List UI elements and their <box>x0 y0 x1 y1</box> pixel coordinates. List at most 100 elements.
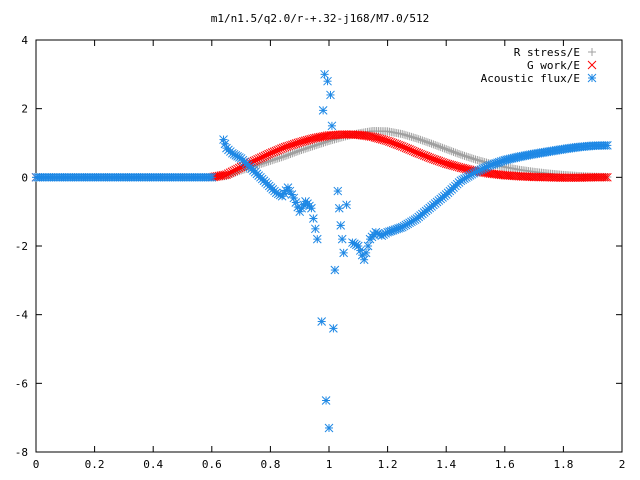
legend-marker <box>588 48 596 56</box>
data-point <box>281 152 290 161</box>
data-point <box>423 138 432 147</box>
data-point <box>454 162 464 172</box>
data-point <box>445 146 454 155</box>
series-3 <box>31 69 612 433</box>
data-point <box>307 203 316 213</box>
data-point <box>451 148 460 157</box>
x-tick-label: 1.6 <box>495 458 515 471</box>
data-point <box>473 155 482 164</box>
data-point <box>464 153 473 162</box>
data-point <box>264 157 273 166</box>
data-point <box>308 134 317 144</box>
data-point <box>602 141 612 150</box>
data-point <box>233 152 242 161</box>
data-point <box>279 152 288 161</box>
data-point <box>453 149 462 158</box>
data-point <box>321 396 331 405</box>
data-point <box>460 164 469 173</box>
data-point <box>416 135 425 144</box>
y-tick-label: 4 <box>21 34 28 47</box>
data-point <box>284 150 293 159</box>
data-point <box>336 221 346 230</box>
data-point <box>414 135 423 144</box>
legend-marker <box>587 60 597 70</box>
data-point <box>366 132 376 141</box>
data-point <box>400 130 409 139</box>
data-point <box>214 171 224 181</box>
y-tick-label: -8 <box>15 446 28 459</box>
data-point <box>330 265 340 275</box>
data-point <box>311 133 321 143</box>
data-point <box>431 141 440 150</box>
data-point <box>601 172 610 182</box>
data-point <box>317 132 327 142</box>
data-point <box>467 154 476 163</box>
data-point <box>458 163 468 173</box>
data-point <box>207 172 217 182</box>
data-point <box>353 241 363 251</box>
data-point <box>599 172 609 182</box>
data-point <box>288 149 297 158</box>
data-point <box>364 131 374 141</box>
data-point <box>295 146 304 155</box>
data-point <box>297 203 307 213</box>
x-tick-label: 1.2 <box>378 458 398 471</box>
data-point <box>455 149 464 158</box>
x-tick-label: 0 <box>33 458 40 471</box>
data-point <box>401 131 410 140</box>
data-point <box>403 131 412 140</box>
data-point <box>407 132 416 141</box>
data-point <box>292 147 301 156</box>
legend-label: R stress/E <box>514 46 580 59</box>
data-point <box>299 145 308 154</box>
data-point <box>471 155 480 164</box>
x-tick-label: 0.6 <box>202 458 222 471</box>
data-point <box>438 143 447 152</box>
data-point <box>363 241 373 251</box>
data-point <box>456 163 466 173</box>
x-tick-label: 1.4 <box>436 458 456 471</box>
data-point <box>420 137 429 146</box>
data-point <box>460 151 469 160</box>
data-point <box>297 145 306 154</box>
data-marks <box>31 69 612 433</box>
data-point <box>327 121 337 131</box>
data-point <box>262 158 271 167</box>
data-point <box>409 133 418 142</box>
y-tick-label: -2 <box>15 240 28 253</box>
data-point <box>463 165 473 174</box>
x-tick-label: 1.8 <box>553 458 573 471</box>
data-point <box>312 234 322 244</box>
data-point <box>398 130 407 139</box>
data-point <box>324 423 334 433</box>
data-point <box>433 141 442 150</box>
data-point <box>436 143 445 152</box>
data-point <box>320 69 329 79</box>
data-point <box>323 76 332 86</box>
data-point <box>602 172 612 182</box>
data-point <box>361 248 371 258</box>
data-point <box>334 203 344 213</box>
x-tick-label: 0.8 <box>260 458 280 471</box>
data-point <box>447 147 456 156</box>
legend-label: G work/E <box>527 59 580 72</box>
data-point <box>260 158 269 167</box>
data-point <box>313 133 323 142</box>
data-point <box>318 106 328 115</box>
data-point <box>411 133 420 142</box>
plot-frame <box>35 39 623 453</box>
data-point <box>212 171 222 181</box>
y-tick-label: -6 <box>15 377 28 390</box>
data-point <box>478 157 487 166</box>
series-2 <box>31 130 612 183</box>
legend-marker <box>587 73 597 83</box>
data-point <box>359 255 369 265</box>
data-point <box>259 159 268 168</box>
data-point <box>290 148 299 157</box>
data-point <box>309 214 318 223</box>
data-point <box>309 133 319 143</box>
data-point <box>418 136 427 145</box>
y-tick-label: -4 <box>15 309 29 322</box>
